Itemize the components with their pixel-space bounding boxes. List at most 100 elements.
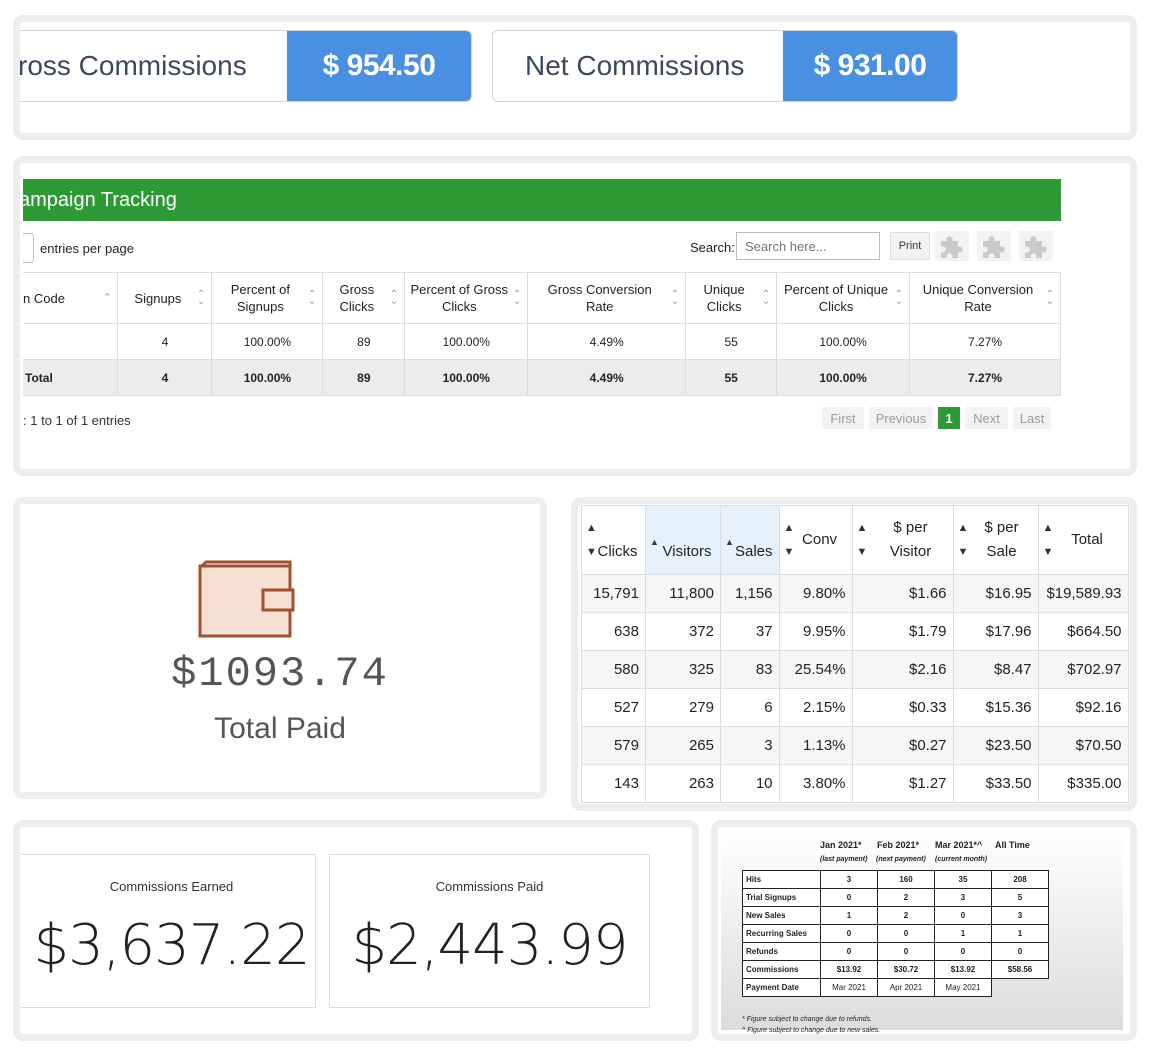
sort-icon: ⌃ ⌄: [307, 289, 317, 307]
table-row: New Sales 1 2 0 3: [742, 906, 1049, 925]
export-button-2[interactable]: [977, 231, 1011, 261]
monthly-stats-panel: Jan 2021* Feb 2021* Mar 2021*^ All Time …: [721, 830, 1123, 1034]
col-header-total[interactable]: ▲ ▼ Total: [1037, 505, 1129, 575]
table-row: Hits 3 160 35 208: [742, 870, 1049, 889]
col-header-unique-conversion[interactable]: Unique Conversion Rate ⌃ ⌄: [909, 272, 1061, 324]
sort-icon: ⌃ ⌄: [389, 289, 399, 307]
table-row: 143 263 10 3.80% $1.27 $33.50 $335.00: [581, 764, 1129, 803]
subheader-last-payment: (last payment): [820, 856, 868, 863]
new-sales-note: ^ Figure subject to change due to new sa…: [742, 1027, 881, 1034]
table-row: 527 279 6 2.15% $0.33 $15.36 $92.16: [581, 688, 1129, 727]
wallet-icon: [198, 560, 295, 638]
sort-icon: ⌃ ⌄: [761, 289, 771, 307]
pager-previous-button[interactable]: Previous: [869, 407, 933, 429]
stats-table: ▲ ▼ Clicks ▲ Visitors ▲ Sales ▲ ▼ Conv ▲ ▼ $ per…: [581, 505, 1129, 803]
sort-asc-icon: ▲: [650, 537, 659, 547]
sort-both-icon: ▲ ▼: [1042, 522, 1054, 558]
commission-summary-card: ross Commissions $ 954.50 Net Commission…: [13, 15, 1137, 140]
pager-page-1-button[interactable]: 1: [938, 407, 960, 429]
stats-card: ▲ ▼ Clicks ▲ Visitors ▲ Sales ▲ ▼ Conv ▲ ▼ $ per…: [571, 497, 1137, 811]
col-header-per-sale[interactable]: ▲ ▼ $ per Sale: [952, 505, 1039, 575]
col-header-gross-conversion[interactable]: Gross Conversion Rate ⌃ ⌄: [527, 272, 687, 324]
table-row: 4 100.00% 89 100.00% 4.49% 55 100.00% 7.…: [23, 323, 1061, 360]
commissions-paid-label: Commissions Paid: [435, 879, 544, 894]
gross-commissions-box: ross Commissions $ 954.50: [18, 30, 472, 102]
entries-per-page-label: entries per page: [40, 240, 134, 256]
col-header-code[interactable]: n Code ⌃: [23, 272, 119, 324]
net-commissions-label: Net Commissions: [525, 50, 745, 81]
table-row: Trial Signups 0 2 3 5: [742, 888, 1049, 907]
sort-icon: ⌃ ⌄: [894, 289, 903, 307]
month-header-mar: Mar 2021*^: [935, 840, 983, 850]
sort-both-icon: ▲ ▼: [783, 522, 795, 558]
puzzle-icon: [941, 236, 963, 258]
export-button-3[interactable]: [1019, 231, 1053, 261]
table-row: Refunds 0 0 0 0: [742, 942, 1049, 961]
subheader-current-month: (current month): [935, 856, 988, 863]
payment-date-row: Payment Date Mar 2021 Apr 2021 May 2021: [742, 978, 1049, 997]
col-header-visitors[interactable]: ▲ Visitors: [645, 505, 721, 575]
export-button-1[interactable]: [935, 231, 969, 261]
puzzle-icon: [983, 236, 1005, 258]
sort-icon: ⌃ ⌄: [670, 289, 680, 307]
col-header-gross-clicks[interactable]: Gross Clicks ⌃ ⌄: [322, 272, 406, 324]
table-row: 580 325 83 25.54% $2.16 $8.47 $702.97: [581, 650, 1129, 689]
campaign-tracking-card: ampaign Tracking entries per page Search…: [13, 156, 1137, 476]
puzzle-icon: [1025, 236, 1047, 258]
print-button[interactable]: Print: [890, 232, 930, 260]
sort-both-icon: ▲ ▼: [586, 522, 597, 558]
subheader-next-payment: (next payment): [876, 856, 926, 863]
table-total-row: Total 4 100.00% 89 100.00% 4.49% 55 100.…: [23, 359, 1061, 396]
commissions-earned-box: Commissions Earned $3,637.22: [20, 854, 316, 1008]
table-row: 15,791 11,800 1,156 9.80% $1.66 $16.95 $19,589…: [581, 574, 1129, 613]
sort-both-icon: ▲ ▼: [957, 522, 969, 558]
col-header-percent-unique-clicks[interactable]: Percent of Unique Clicks ⌃ ⌄: [776, 272, 910, 324]
pager-first-button[interactable]: First: [822, 407, 864, 429]
monthly-stats-card: Jan 2021* Feb 2021* Mar 2021*^ All Time …: [711, 820, 1137, 1041]
refunds-note: * Figure subject to change due to refund…: [742, 1016, 872, 1023]
sort-icon: ⌃ ⌄: [197, 289, 206, 307]
sort-icon: ⌃ ⌄: [512, 289, 522, 307]
month-header-jan: Jan 2021*: [820, 840, 862, 850]
commissions-earned-value: $3,637.22: [33, 913, 310, 978]
table-header-row: n Code ⌃ Signups ⌃ ⌄ Percent of Signups ⌃ ⌄ G…: [23, 272, 1061, 324]
table-row: 638 372 37 9.95% $1.79 $17.96 $664.50: [581, 612, 1129, 651]
table-row: Commissions $13.92 $30.72 $13.92 $58.56: [742, 960, 1049, 979]
col-header-conv[interactable]: ▲ ▼ Conv: [778, 505, 853, 575]
col-header-per-visitor[interactable]: ▲ ▼ $ per Visitor: [851, 505, 954, 575]
col-header-unique-clicks[interactable]: Unique Clicks ⌃ ⌄: [685, 272, 778, 324]
month-header-feb: Feb 2021*: [877, 840, 920, 850]
month-header-all-time: All Time: [995, 840, 1030, 850]
campaign-tracking-table: n Code ⌃ Signups ⌃ ⌄ Percent of Signups ⌃ ⌄ G…: [23, 272, 1061, 396]
entries-per-page: entries per page: [23, 233, 134, 263]
col-header-clicks[interactable]: ▲ ▼ Clicks: [581, 505, 646, 575]
search-label: Search:: [690, 240, 735, 255]
sort-asc-icon: ▲: [725, 537, 734, 547]
pager-last-button[interactable]: Last: [1013, 407, 1051, 429]
stats-header-row: ▲ ▼ Clicks ▲ Visitors ▲ Sales ▲ ▼ Conv ▲ ▼ $ per…: [581, 505, 1129, 575]
commissions-paid-value: $2,443.99: [351, 913, 628, 978]
search-input[interactable]: [736, 232, 880, 260]
sort-both-icon: ▲ ▼: [856, 522, 868, 558]
sort-up-icon: ⌃: [103, 292, 112, 304]
net-commissions-box: Net Commissions $ 931.00: [492, 30, 958, 102]
gross-commissions-value: $ 954.50: [287, 31, 471, 101]
campaign-tracking-header: ampaign Tracking: [20, 179, 1061, 221]
table-row: Recurring Sales 0 0 1 1: [742, 924, 1049, 943]
total-paid-value: $1093.74: [171, 650, 389, 698]
commissions-earned-paid-card: Commissions Earned $3,637.22 Commissions…: [13, 820, 699, 1041]
col-header-signups[interactable]: Signups ⌃ ⌄: [117, 272, 213, 324]
total-paid-card: $1093.74 Total Paid: [13, 497, 547, 799]
net-commissions-value: $ 931.00: [783, 31, 957, 101]
gross-commissions-label: ross Commissions: [18, 50, 247, 81]
campaign-tracking-title: ampaign Tracking: [19, 188, 177, 211]
col-header-sales[interactable]: ▲ Sales: [720, 505, 780, 575]
monthly-stats-table: Hits 3 160 35 208 Trial Signups 0 2 3 5 New Sale…: [742, 870, 1049, 997]
commissions-earned-label: Commissions Earned: [109, 879, 234, 894]
total-paid-label: Total Paid: [214, 712, 346, 745]
pager-next-button[interactable]: Next: [965, 407, 1008, 429]
col-header-percent-signups[interactable]: Percent of Signups ⌃ ⌄: [211, 272, 324, 324]
showing-entries: : 1 to 1 of 1 entries: [23, 413, 131, 428]
col-header-percent-gross-clicks[interactable]: Percent of Gross Clicks ⌃ ⌄: [404, 272, 529, 324]
entries-per-page-select[interactable]: [23, 233, 34, 263]
